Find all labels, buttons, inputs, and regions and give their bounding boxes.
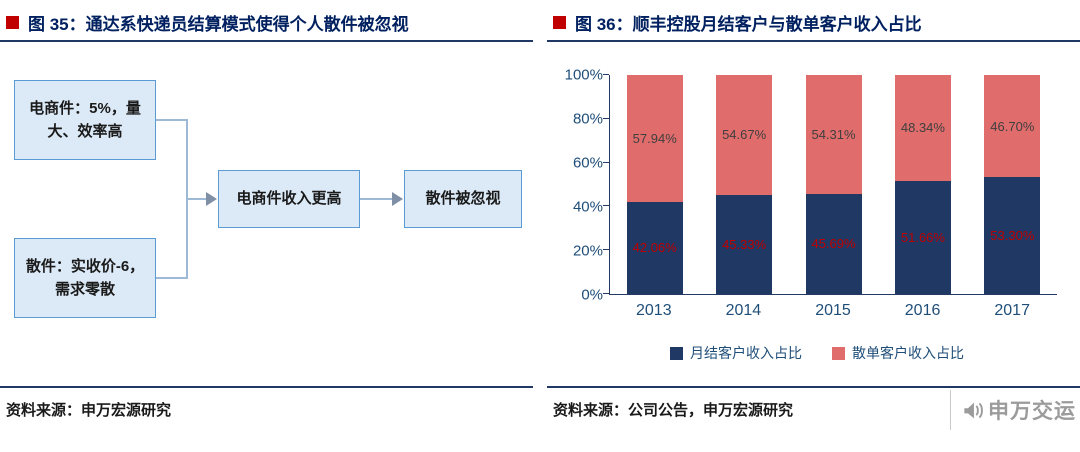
bar-column: 46.70% 53.30% — [968, 75, 1057, 294]
y-tick-label: 40% — [572, 198, 603, 216]
stacked-bar: 57.94% 42.06% — [626, 75, 683, 294]
bar-value-label: 51.66% — [900, 229, 945, 245]
connector-line — [156, 277, 187, 279]
y-tick-mark — [603, 205, 609, 207]
x-axis-label: 2017 — [994, 302, 1030, 319]
bar-value-label: 54.67% — [722, 127, 767, 143]
bar-segment: 45.69% — [805, 193, 862, 294]
legend-item: 月结客户收入占比 — [670, 343, 802, 363]
y-tick-mark — [603, 161, 609, 163]
bars-row: 57.94% 42.06% 54.67% 45.33% 54.31% 45.69% 48.3… — [610, 75, 1057, 294]
title-divider — [0, 40, 533, 42]
legend-item: 散单客户收入占比 — [832, 343, 964, 363]
flow-box-ecommerce: 电商件：5%，量大、效率高 — [14, 80, 156, 160]
flow-box-scattered: 散件：实收价-6，需求零散 — [14, 238, 156, 318]
source-divider — [0, 386, 533, 388]
figure-35-panel: 图 35：通达系快递员结算模式使得个人散件被忽视 电商件：5%，量大、效率高 散… — [0, 0, 533, 452]
bar-column: 54.31% 45.69% — [789, 75, 878, 294]
megaphone-icon — [961, 397, 988, 424]
figure-36-title-row: 图 36：顺丰控股月结客户与散单客户收入占比 — [553, 10, 1078, 35]
arrow-right-icon — [392, 192, 403, 206]
bar-column: 48.34% 51.66% — [878, 75, 967, 294]
y-tick-label: 0% — [581, 286, 603, 304]
figure-35-title: 图 35：通达系快递员结算模式使得个人散件被忽视 — [28, 15, 409, 34]
y-tick-label: 20% — [572, 242, 603, 260]
legend-label: 散单客户收入占比 — [852, 345, 964, 361]
bar-segment: 42.06% — [626, 201, 683, 294]
bar-segment: 51.66% — [894, 180, 951, 294]
x-axis-label: 2016 — [904, 302, 941, 319]
plot-area: 57.94% 42.06% 54.67% 45.33% 54.31% 45.69% 48.3… — [603, 74, 1057, 295]
y-tick-mark — [603, 117, 609, 119]
flow-box-ignored: 散件被忽视 — [404, 170, 522, 228]
bar-value-label: 53.30% — [990, 228, 1035, 244]
bar-segment: 48.34% — [894, 75, 951, 181]
figure-36-panel: 图 36：顺丰控股月结客户与散单客户收入占比 0% 20% 40% 60% 80% 100… — [547, 0, 1080, 452]
y-tick-mark — [603, 74, 609, 75]
figure-35-source: 资料来源：申万宏源研究 — [6, 402, 172, 419]
source-divider — [547, 386, 1080, 388]
red-square-bullet — [553, 16, 566, 29]
bar-segment: 53.30% — [984, 177, 1041, 294]
y-tick-label: 100% — [564, 66, 603, 84]
legend-swatch — [670, 346, 683, 360]
connector-line — [360, 198, 392, 200]
bar-segment: 45.33% — [716, 194, 773, 294]
watermark-text: 申万交运 — [988, 400, 1076, 423]
figure-35-title-row: 图 35：通达系快递员结算模式使得个人散件被忽视 — [6, 10, 531, 35]
bar-value-label: 45.33% — [722, 236, 767, 252]
legend-label: 月结客户收入占比 — [690, 345, 802, 361]
stacked-bar: 48.34% 51.66% — [894, 75, 951, 294]
x-axis-label: 2015 — [815, 302, 851, 319]
watermark: 申万交运 — [950, 390, 1076, 430]
y-tick-mark — [603, 293, 609, 294]
y-tick-mark — [603, 249, 609, 251]
bar-value-label: 42.06% — [632, 240, 677, 256]
flow-box-income: 电商件收入更高 — [218, 170, 360, 228]
x-axis-labels: 2013 2014 2015 2016 2017 — [609, 302, 1057, 320]
bar-segment: 54.31% — [805, 75, 862, 194]
bar-segment: 57.94% — [626, 75, 683, 202]
bar-value-label: 48.34% — [900, 120, 945, 136]
connector-line — [156, 119, 187, 121]
chart-legend: 月结客户收入占比 散单客户收入占比 — [577, 343, 1057, 363]
red-square-bullet — [6, 16, 19, 29]
figure-36-source: 资料来源：公司公告，申万宏源研究 — [553, 402, 794, 419]
x-axis-label: 2013 — [636, 302, 672, 319]
title-divider — [547, 40, 1080, 42]
stacked-bar: 54.67% 45.33% — [716, 75, 773, 294]
connector-line — [186, 198, 207, 200]
bar-column: 57.94% 42.06% — [610, 75, 699, 294]
y-axis: 0% 20% 40% 60% 80% 100% — [547, 67, 603, 304]
bar-column: 54.67% 45.33% — [699, 75, 788, 294]
bar-value-label: 54.31% — [811, 126, 856, 142]
bar-value-label: 46.70% — [990, 118, 1035, 134]
stacked-bar: 54.31% 45.69% — [805, 75, 862, 294]
stacked-bar-chart: 0% 20% 40% 60% 80% 100% 57.94% 42.06% 54.67% 45.… — [547, 50, 1080, 385]
legend-swatch — [832, 346, 845, 360]
stacked-bar: 46.70% 53.30% — [984, 75, 1041, 294]
bar-segment: 46.70% — [984, 75, 1041, 178]
figure-36-title: 图 36：顺丰控股月结客户与散单客户收入占比 — [575, 15, 922, 34]
bar-value-label: 45.69% — [811, 236, 856, 252]
watermark-divider — [950, 390, 951, 430]
x-axis-label: 2014 — [725, 302, 762, 319]
y-tick-label: 80% — [572, 110, 603, 128]
bar-value-label: 57.94% — [632, 130, 677, 146]
flowchart: 电商件：5%，量大、效率高 散件：实收价-6，需求零散 电商件收入更高 散件被忽… — [0, 50, 533, 380]
arrow-right-icon — [206, 192, 217, 206]
bar-segment: 54.67% — [716, 75, 773, 195]
y-tick-label: 60% — [572, 154, 603, 172]
